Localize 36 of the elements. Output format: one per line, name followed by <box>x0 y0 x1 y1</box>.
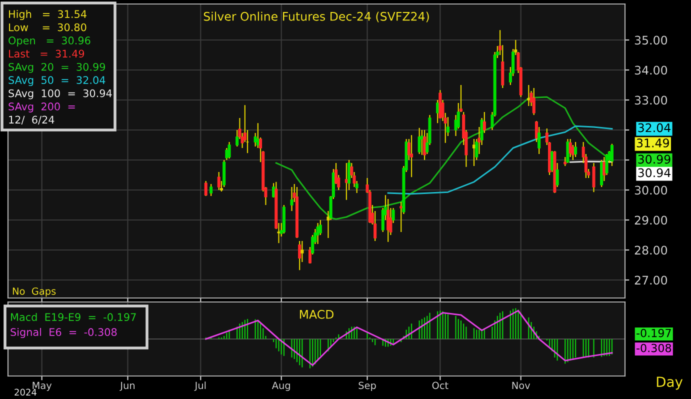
y-tick-label: 35.00 <box>634 36 668 45</box>
annotation: Open = 30.96 <box>8 36 90 46</box>
annotation: 32.04 <box>638 123 670 132</box>
annotation: No Gaps <box>12 287 56 297</box>
annotation: Signal E6 = -0.308 <box>10 328 117 338</box>
x-tick-label: Jun <box>120 382 135 391</box>
annotation: High = 31.54 <box>9 10 86 20</box>
text: Silver Online Futures Dec-24 (SVFZ24) <box>204 12 429 22</box>
annotation: SAvg 200 = <box>8 102 75 112</box>
x-tick-label: May <box>32 382 52 391</box>
x-tick-label: Sep <box>358 382 376 391</box>
text: -0.308 <box>636 344 672 352</box>
y-tick-label: 30.00 <box>634 186 668 195</box>
x-tick-label: Jul <box>194 382 206 391</box>
annotation: Macd E19-E9 = -0.197 <box>11 312 136 322</box>
annotation: 12/ 6/24 <box>9 116 54 124</box>
text: Day <box>656 376 683 390</box>
chart-title: MACD <box>300 310 334 319</box>
annotation: Low = 30.80 <box>9 23 86 32</box>
text: 31.49 <box>636 138 669 148</box>
y-tick-label: 27.00 <box>634 276 668 285</box>
y-tick-label: 28.00 <box>634 246 668 255</box>
annotation: SAvg 50 = 32.04 <box>8 76 106 86</box>
x-tick-label: Oct <box>432 382 448 390</box>
annotation: SAvg 20 = 30.99 <box>8 62 106 73</box>
text: -0.197 <box>636 328 671 338</box>
annotation: 30.94 <box>638 168 670 178</box>
annotation: Last = 31.49 <box>9 50 84 58</box>
annotation: SAvg 100 = 30.94 <box>8 89 112 100</box>
y-tick-label: 29.00 <box>634 216 668 225</box>
annotation: 30.99 <box>638 154 670 164</box>
y-tick-label: 33.00 <box>634 96 668 105</box>
text: 2024 <box>14 388 36 396</box>
y-tick-label: 34.00 <box>634 66 668 75</box>
x-tick-label: Nov <box>512 382 530 390</box>
x-tick-label: Aug <box>272 382 290 391</box>
